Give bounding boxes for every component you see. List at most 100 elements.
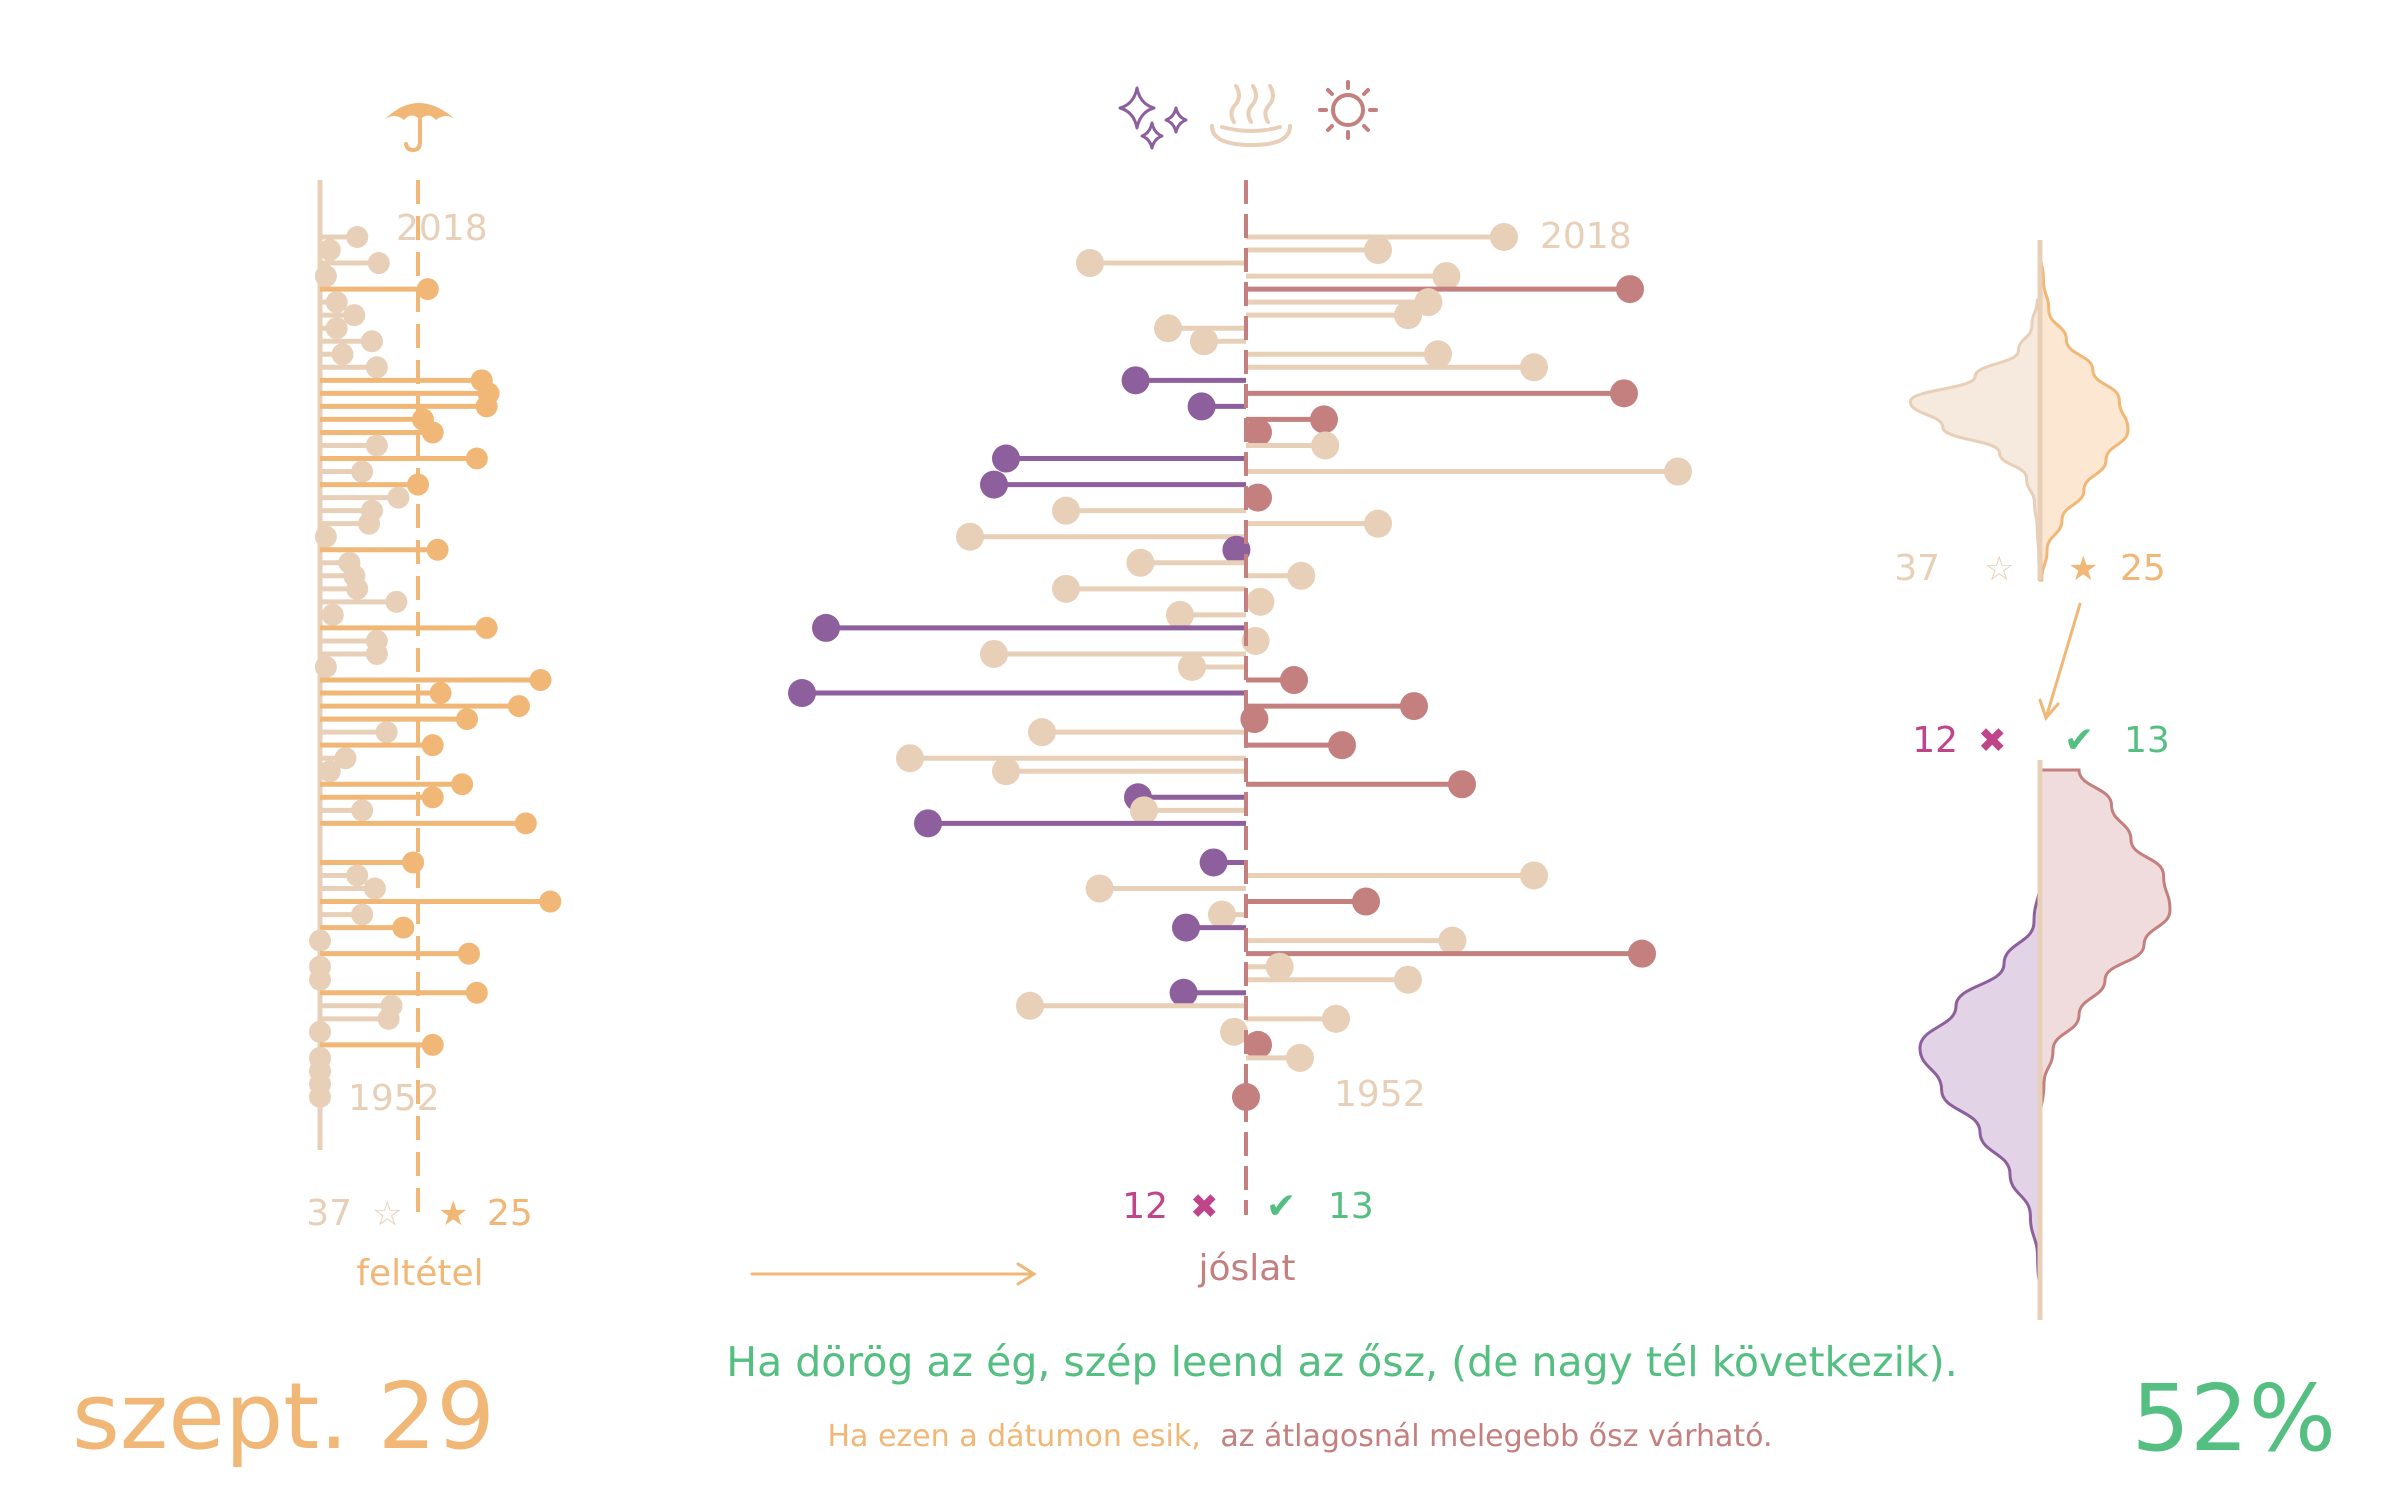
lollipop-dot-1976	[1448, 770, 1476, 799]
lollipop-dot-1974	[1130, 796, 1158, 825]
lollipop-dot-2015	[314, 265, 337, 288]
lollipop-dot-1987	[1241, 626, 1270, 655]
lollipop-dot-1991	[346, 577, 369, 600]
lollipop-dot-1975	[421, 786, 444, 809]
lollipop-dot-1984	[1280, 666, 1308, 695]
lollipop-dot-1974	[351, 799, 374, 822]
lollipop-dot-1989	[321, 603, 344, 626]
lollipop-dot-1980	[1028, 718, 1056, 747]
lollipop-dot-2005	[1187, 392, 1216, 421]
explanation-prediction: az átlagosnál melegebb ősz várható.	[1220, 1419, 1772, 1454]
lollipop-dot-2001	[992, 444, 1020, 473]
lollipop-dot-1988	[475, 616, 498, 639]
lollipop-dot-1973	[914, 809, 942, 838]
prediction-lollipop-chart	[788, 180, 1692, 1215]
lollipop-dot-2002	[365, 434, 388, 457]
lollipop-dot-1983	[429, 682, 452, 705]
lollipop-dot-1988	[812, 613, 840, 642]
density-check-icon: ✔	[2064, 720, 2094, 761]
star-full-icon: ★	[438, 1194, 468, 1234]
lollipop-dot-1983	[788, 679, 816, 708]
lollipop-dot-1970	[1199, 848, 1228, 877]
right-arrow-icon	[750, 1262, 1037, 1286]
lollipop-dot-1965	[1172, 913, 1200, 942]
prediction-axis-label: jóslat	[1198, 1248, 1296, 1289]
lollipop-dot-2010	[1190, 327, 1218, 356]
lollipop-dot-2003	[1244, 418, 1272, 447]
explanation-text: Ha ezen a dátumon esik, az átlagosnál me…	[828, 1419, 1773, 1454]
lollipop-dot-1979	[1328, 731, 1356, 760]
lollipop-dot-1982	[507, 695, 530, 718]
lollipop-dot-1994	[426, 538, 449, 561]
saying-text: Ha dörög az ég, szép leend az ősz, (de n…	[726, 1338, 1958, 1386]
lollipop-dot-1984	[529, 669, 552, 692]
lollipop-dot-1999	[980, 470, 1008, 499]
lollipop-dot-2016	[1076, 249, 1104, 278]
lollipop-dot-1977	[992, 757, 1020, 786]
condition-yes-count: 25	[487, 1193, 533, 1234]
lollipop-dot-2009	[331, 343, 354, 366]
lollipop-dot-1995	[314, 525, 337, 548]
lollipop-dot-1966	[1208, 900, 1236, 929]
lollipop-dot-1952	[1232, 1083, 1260, 1111]
lollipop-dot-2018	[346, 226, 369, 248]
lollipop-dot-1958	[377, 1007, 400, 1030]
lollipop-dot-1973	[514, 812, 537, 835]
density-cross-icon: ✖	[1978, 721, 2007, 761]
lollipop-dot-1969	[346, 864, 369, 887]
lollipop-dot-1955	[1286, 1043, 1314, 1072]
lollipop-dot-2017	[318, 239, 341, 262]
lollipop-dot-1998	[387, 486, 410, 509]
lollipop-dot-1957	[309, 1020, 331, 1043]
lollipop-dot-2014	[416, 278, 439, 301]
density-area-wrong	[1918, 879, 2042, 1301]
lollipop-dot-1966	[351, 903, 374, 926]
lollipop-dot-2013	[325, 291, 348, 314]
hot-springs-icon	[1210, 84, 1292, 148]
lollipop-dot-1967	[539, 890, 562, 913]
lollipop-dot-2012	[343, 304, 366, 327]
sun-icon	[1318, 80, 1378, 140]
cross-icon: ✖	[1190, 1187, 1219, 1227]
density-wrong-count: 12	[1912, 720, 1958, 761]
lollipop-dot-1977	[318, 760, 341, 783]
check-icon: ✔	[1266, 1186, 1296, 1227]
condition-lollipop-chart	[309, 180, 562, 1215]
lollipop-dot-1961	[1394, 965, 1422, 994]
lollipop-dot-2014	[1616, 275, 1644, 304]
lollipop-dot-1960	[465, 981, 488, 1004]
density-yes-count: 25	[2120, 548, 2166, 589]
lollipop-dot-2001	[465, 447, 488, 470]
lollipop-dot-1962	[1265, 952, 1294, 981]
lollipop-dot-1979	[421, 734, 444, 757]
lollipop-dot-1956	[421, 1033, 444, 1056]
lollipop-dot-1963	[1628, 939, 1656, 968]
lollipop-dot-2015	[1432, 262, 1461, 291]
lollipop-dot-1994	[1222, 535, 1251, 564]
lollipop-dot-1981	[456, 708, 478, 731]
lollipop-dot-1958	[1322, 1004, 1350, 1033]
lollipop-dot-2004	[1310, 405, 1338, 434]
year-bottom-label-left: 1952	[348, 1078, 440, 1119]
lollipop-dot-1968	[363, 877, 386, 900]
lollipop-dot-1993	[1126, 548, 1155, 577]
explanation-condition: Ha ezen a dátumon esik,	[828, 1419, 1201, 1454]
lollipop-dot-2013	[1414, 288, 1443, 317]
lollipop-dot-2005	[475, 395, 498, 418]
lollipop-dot-1995	[956, 522, 984, 551]
lollipop-dot-2016	[367, 252, 390, 275]
density-area-yes	[2038, 249, 2130, 582]
lollipop-dot-1990	[1246, 587, 1275, 616]
year-top-label-mid: 2018	[1540, 216, 1632, 257]
lollipop-dot-2008	[1520, 353, 1548, 382]
lollipop-dot-1965	[392, 916, 415, 939]
lollipop-dot-2007	[1121, 366, 1150, 395]
condition-density-chart	[1908, 240, 2130, 582]
lollipop-dot-1976	[451, 773, 474, 796]
lollipop-dot-1985	[314, 656, 337, 678]
year-top-label-left: 2018	[396, 208, 488, 249]
lollipop-dot-2002	[1311, 431, 1340, 460]
lollipop-dot-1985	[1178, 653, 1206, 681]
lollipop-dot-1960	[1169, 978, 1198, 1007]
lollipop-dot-1978	[896, 744, 924, 773]
